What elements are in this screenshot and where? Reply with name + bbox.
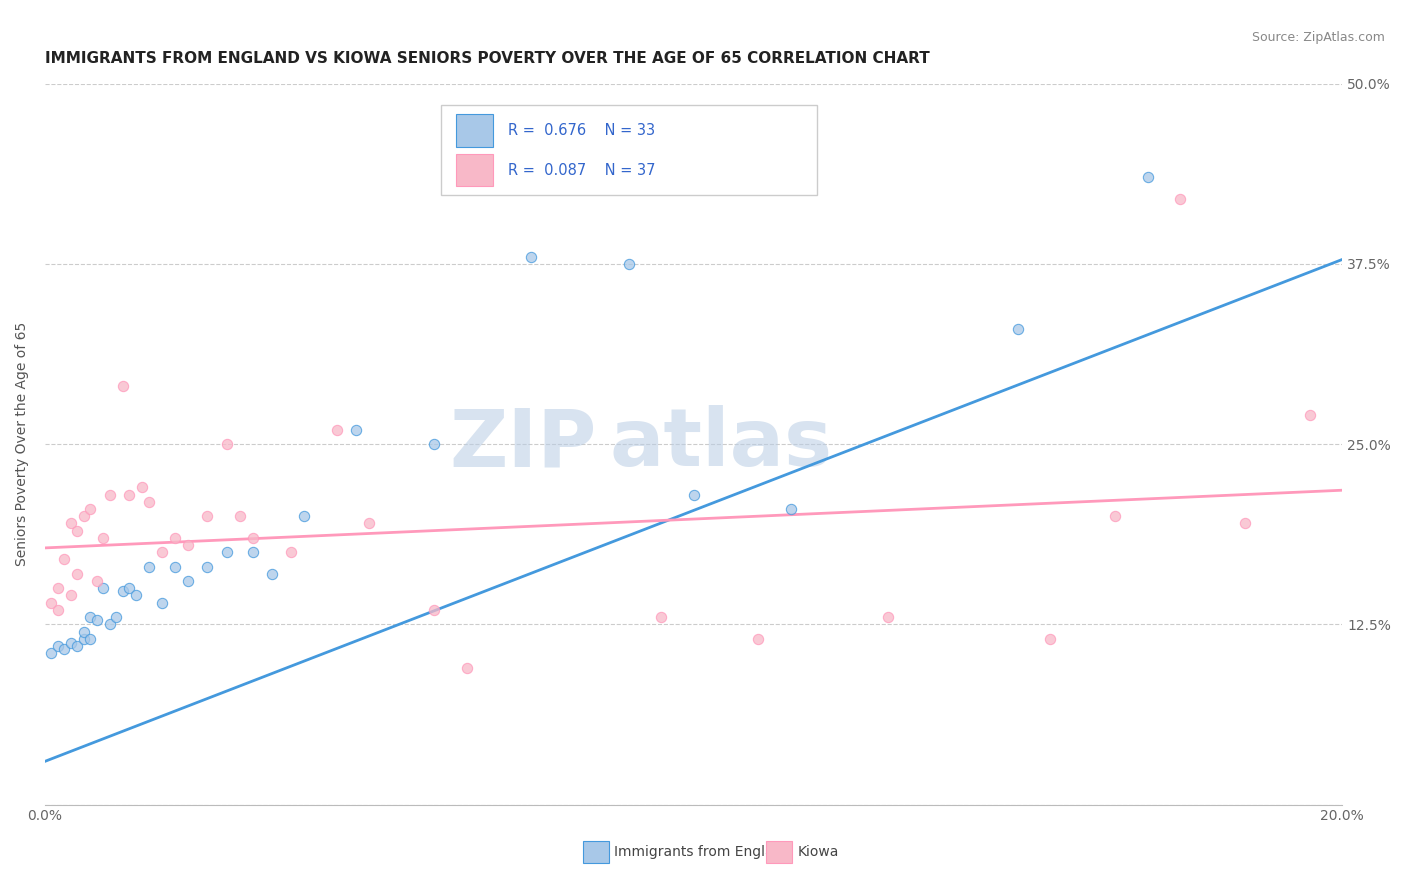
Point xyxy=(176,574,198,588)
Point xyxy=(242,531,264,545)
Point xyxy=(1233,516,1256,531)
Point xyxy=(163,559,186,574)
Point xyxy=(228,509,250,524)
Point xyxy=(344,423,367,437)
Point xyxy=(66,566,89,581)
Point xyxy=(294,509,316,524)
Point xyxy=(73,632,96,646)
Point xyxy=(73,624,96,639)
Point xyxy=(46,582,69,596)
FancyBboxPatch shape xyxy=(456,114,492,146)
Point xyxy=(242,545,264,559)
Point xyxy=(1299,408,1322,422)
Point xyxy=(780,502,803,516)
Point xyxy=(260,566,283,581)
Point xyxy=(423,437,446,451)
Point xyxy=(176,538,198,552)
Text: IMMIGRANTS FROM ENGLAND VS KIOWA SENIORS POVERTY OVER THE AGE OF 65 CORRELATION : IMMIGRANTS FROM ENGLAND VS KIOWA SENIORS… xyxy=(45,51,929,66)
Point xyxy=(1136,170,1159,185)
Point xyxy=(53,641,76,656)
Point xyxy=(86,613,108,627)
Point xyxy=(59,516,82,531)
Point xyxy=(118,582,141,596)
Point xyxy=(747,632,769,646)
Point xyxy=(1007,321,1029,335)
Point xyxy=(682,487,704,501)
Point xyxy=(98,617,121,632)
Point xyxy=(93,582,115,596)
Point xyxy=(456,660,478,674)
Point xyxy=(138,495,160,509)
FancyBboxPatch shape xyxy=(440,105,817,195)
Point xyxy=(138,559,160,574)
Point xyxy=(125,589,148,603)
Point xyxy=(79,502,101,516)
Text: Immigrants from England: Immigrants from England xyxy=(614,845,792,859)
Point xyxy=(79,632,101,646)
Point xyxy=(195,509,218,524)
Point xyxy=(520,250,543,264)
Point xyxy=(79,610,101,624)
Text: Kiowa: Kiowa xyxy=(797,845,838,859)
Text: Source: ZipAtlas.com: Source: ZipAtlas.com xyxy=(1251,31,1385,45)
Point xyxy=(46,603,69,617)
Text: R =  0.676    N = 33: R = 0.676 N = 33 xyxy=(508,123,655,138)
Point xyxy=(59,636,82,650)
Point xyxy=(1039,632,1062,646)
Point xyxy=(53,552,76,566)
Point xyxy=(150,596,173,610)
Text: R =  0.087    N = 37: R = 0.087 N = 37 xyxy=(508,162,655,178)
Point xyxy=(105,610,128,624)
Point xyxy=(423,603,446,617)
Point xyxy=(41,596,63,610)
Point xyxy=(617,257,640,271)
Point xyxy=(1168,192,1191,206)
Point xyxy=(215,545,238,559)
Point xyxy=(93,531,115,545)
Point xyxy=(66,524,89,538)
Point xyxy=(118,487,141,501)
Point xyxy=(86,574,108,588)
Point xyxy=(877,610,900,624)
FancyBboxPatch shape xyxy=(456,153,492,186)
Point xyxy=(111,584,134,599)
Point xyxy=(98,487,121,501)
Point xyxy=(280,545,302,559)
Point xyxy=(150,545,173,559)
Point xyxy=(46,639,69,653)
Point xyxy=(66,639,89,653)
Point xyxy=(326,423,349,437)
Point xyxy=(195,559,218,574)
Point xyxy=(650,610,672,624)
Point xyxy=(41,646,63,660)
Point xyxy=(359,516,381,531)
Point xyxy=(131,480,153,494)
Point xyxy=(215,437,238,451)
Point xyxy=(163,531,186,545)
Point xyxy=(59,589,82,603)
Point xyxy=(73,509,96,524)
Text: ZIP: ZIP xyxy=(449,405,596,483)
Y-axis label: Seniors Poverty Over the Age of 65: Seniors Poverty Over the Age of 65 xyxy=(15,322,30,566)
Point xyxy=(1104,509,1126,524)
Point xyxy=(111,379,134,393)
Text: atlas: atlas xyxy=(609,405,832,483)
